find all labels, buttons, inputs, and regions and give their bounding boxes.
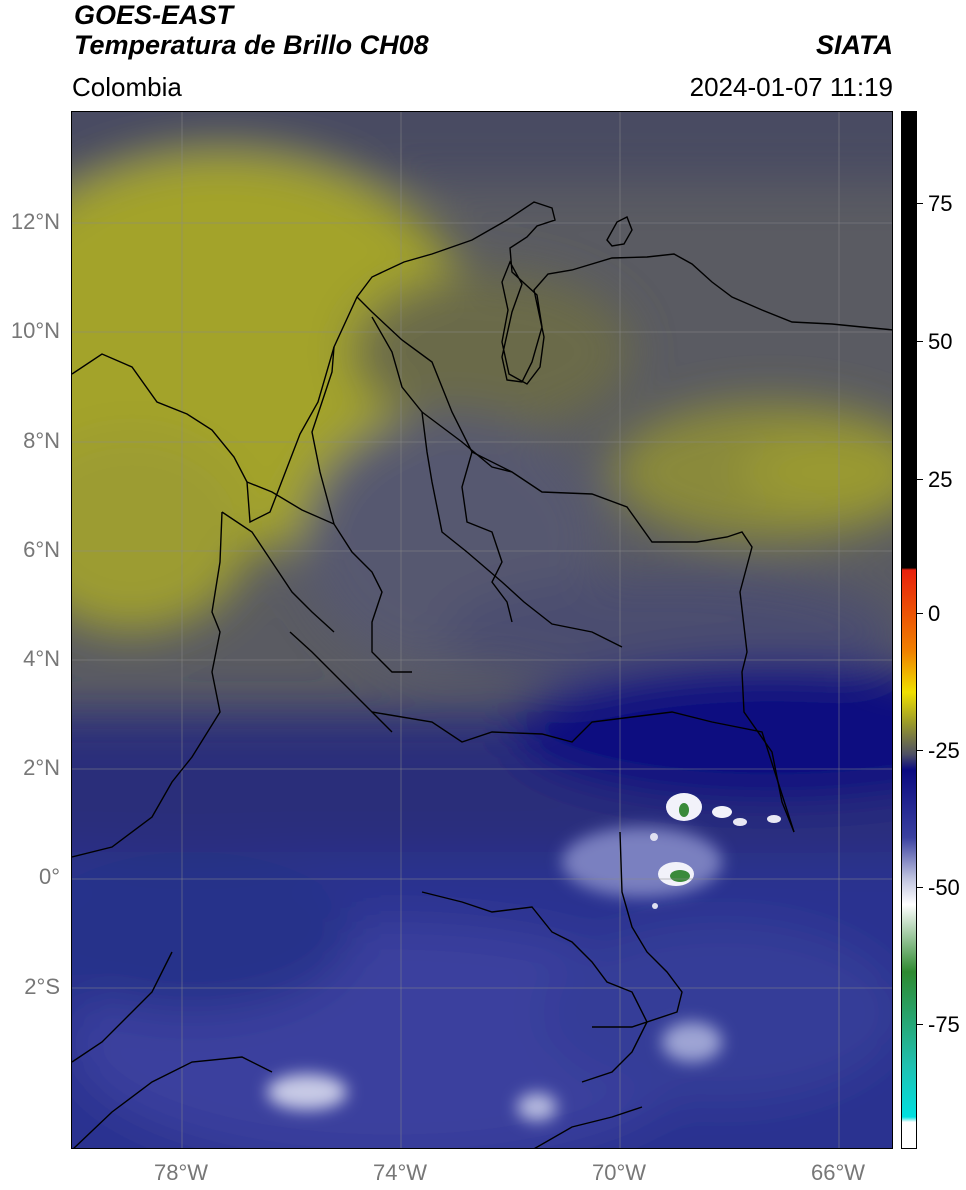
temperature-colorbar xyxy=(901,111,917,1149)
convective-cells xyxy=(650,793,781,909)
colorbar-tick xyxy=(917,750,923,751)
lat-label-4n: 4°N xyxy=(23,646,60,671)
lon-label-78w: 78°W xyxy=(153,1160,209,1185)
lon-label-74w: 74°W xyxy=(372,1160,428,1185)
colorbar-label-0: 0 xyxy=(928,601,941,626)
colorbar-label-neg50: -50 xyxy=(928,875,960,900)
colorbar-tick xyxy=(917,479,923,480)
datetime-label: 2024-01-07 11:19 xyxy=(689,72,893,102)
colorbar-label-neg75: -75 xyxy=(928,1012,960,1037)
colorbar-tick xyxy=(917,341,923,342)
coastlines-and-borders xyxy=(72,201,892,1148)
brightness-temperature-field xyxy=(72,112,892,1148)
colorbar-tick xyxy=(917,887,923,888)
colorbar-tick xyxy=(917,613,923,614)
colorbar-label-50: 50 xyxy=(928,329,953,354)
satellite-title: GOES-EAST xyxy=(74,0,234,30)
lat-label-6n: 6°N xyxy=(23,537,60,562)
lat-label-8n: 8°N xyxy=(23,428,60,453)
region-label: Colombia xyxy=(72,72,182,102)
lat-label-2n: 2°N xyxy=(23,755,60,780)
colorbar-label-25: 25 xyxy=(928,467,953,492)
colorbar-tick xyxy=(917,1024,923,1025)
lat-label-10n: 10°N xyxy=(10,318,60,343)
lon-label-70w: 70°W xyxy=(591,1160,647,1185)
lat-label-2s: 2°S xyxy=(24,974,60,999)
map-canvas xyxy=(72,112,892,1148)
satellite-map[interactable] xyxy=(71,111,893,1149)
colorbar-label-neg25: -25 xyxy=(928,738,960,763)
lon-label-66w: 66°W xyxy=(810,1160,866,1185)
institution-label: SIATA xyxy=(816,30,893,60)
colorbar-label-75: 75 xyxy=(928,191,953,216)
lat-label-0: 0° xyxy=(38,864,60,889)
product-title: Temperatura de Brillo CH08 xyxy=(74,30,429,60)
lat-label-12n: 12°N xyxy=(10,209,60,234)
colorbar-tick xyxy=(917,203,923,204)
graticule xyxy=(72,112,892,1148)
